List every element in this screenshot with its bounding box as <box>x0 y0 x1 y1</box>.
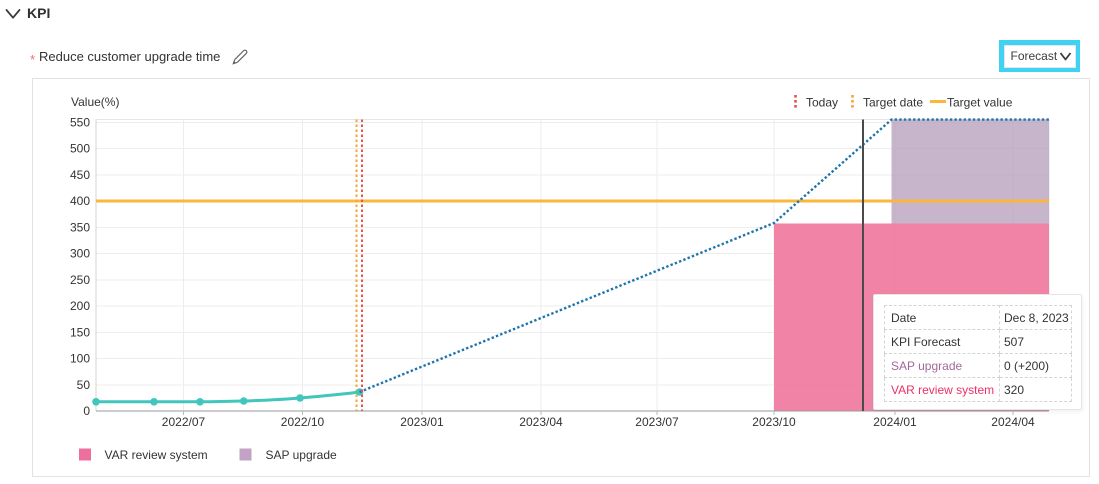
svg-text:2022/07: 2022/07 <box>162 415 206 429</box>
svg-text:2024/04: 2024/04 <box>991 415 1035 429</box>
svg-text:450: 450 <box>70 168 90 182</box>
svg-text:Value(%): Value(%) <box>71 95 119 109</box>
svg-text:2022/10: 2022/10 <box>281 415 325 429</box>
svg-text:2024/01: 2024/01 <box>873 415 917 429</box>
svg-text:350: 350 <box>70 220 90 234</box>
svg-text:400: 400 <box>70 194 90 208</box>
svg-text:Target value: Target value <box>947 96 1013 110</box>
svg-text:50: 50 <box>77 378 91 392</box>
svg-text:2023/07: 2023/07 <box>635 415 679 429</box>
svg-text:150: 150 <box>70 325 90 339</box>
svg-text:500: 500 <box>70 142 90 156</box>
svg-text:0: 0 <box>83 404 90 418</box>
svg-text:200: 200 <box>70 299 90 313</box>
svg-text:2023/04: 2023/04 <box>519 415 563 429</box>
svg-text:300: 300 <box>70 247 90 261</box>
svg-text:SAP upgrade: SAP upgrade <box>266 448 337 462</box>
svg-text:2023/01: 2023/01 <box>400 415 444 429</box>
svg-text:VAR review system: VAR review system <box>105 448 208 462</box>
svg-text:100: 100 <box>70 352 90 366</box>
svg-text:2023/10: 2023/10 <box>752 415 796 429</box>
svg-text:Target date: Target date <box>863 96 923 110</box>
svg-text:550: 550 <box>70 115 90 129</box>
svg-text:250: 250 <box>70 273 90 287</box>
svg-text:Today: Today <box>806 96 838 110</box>
